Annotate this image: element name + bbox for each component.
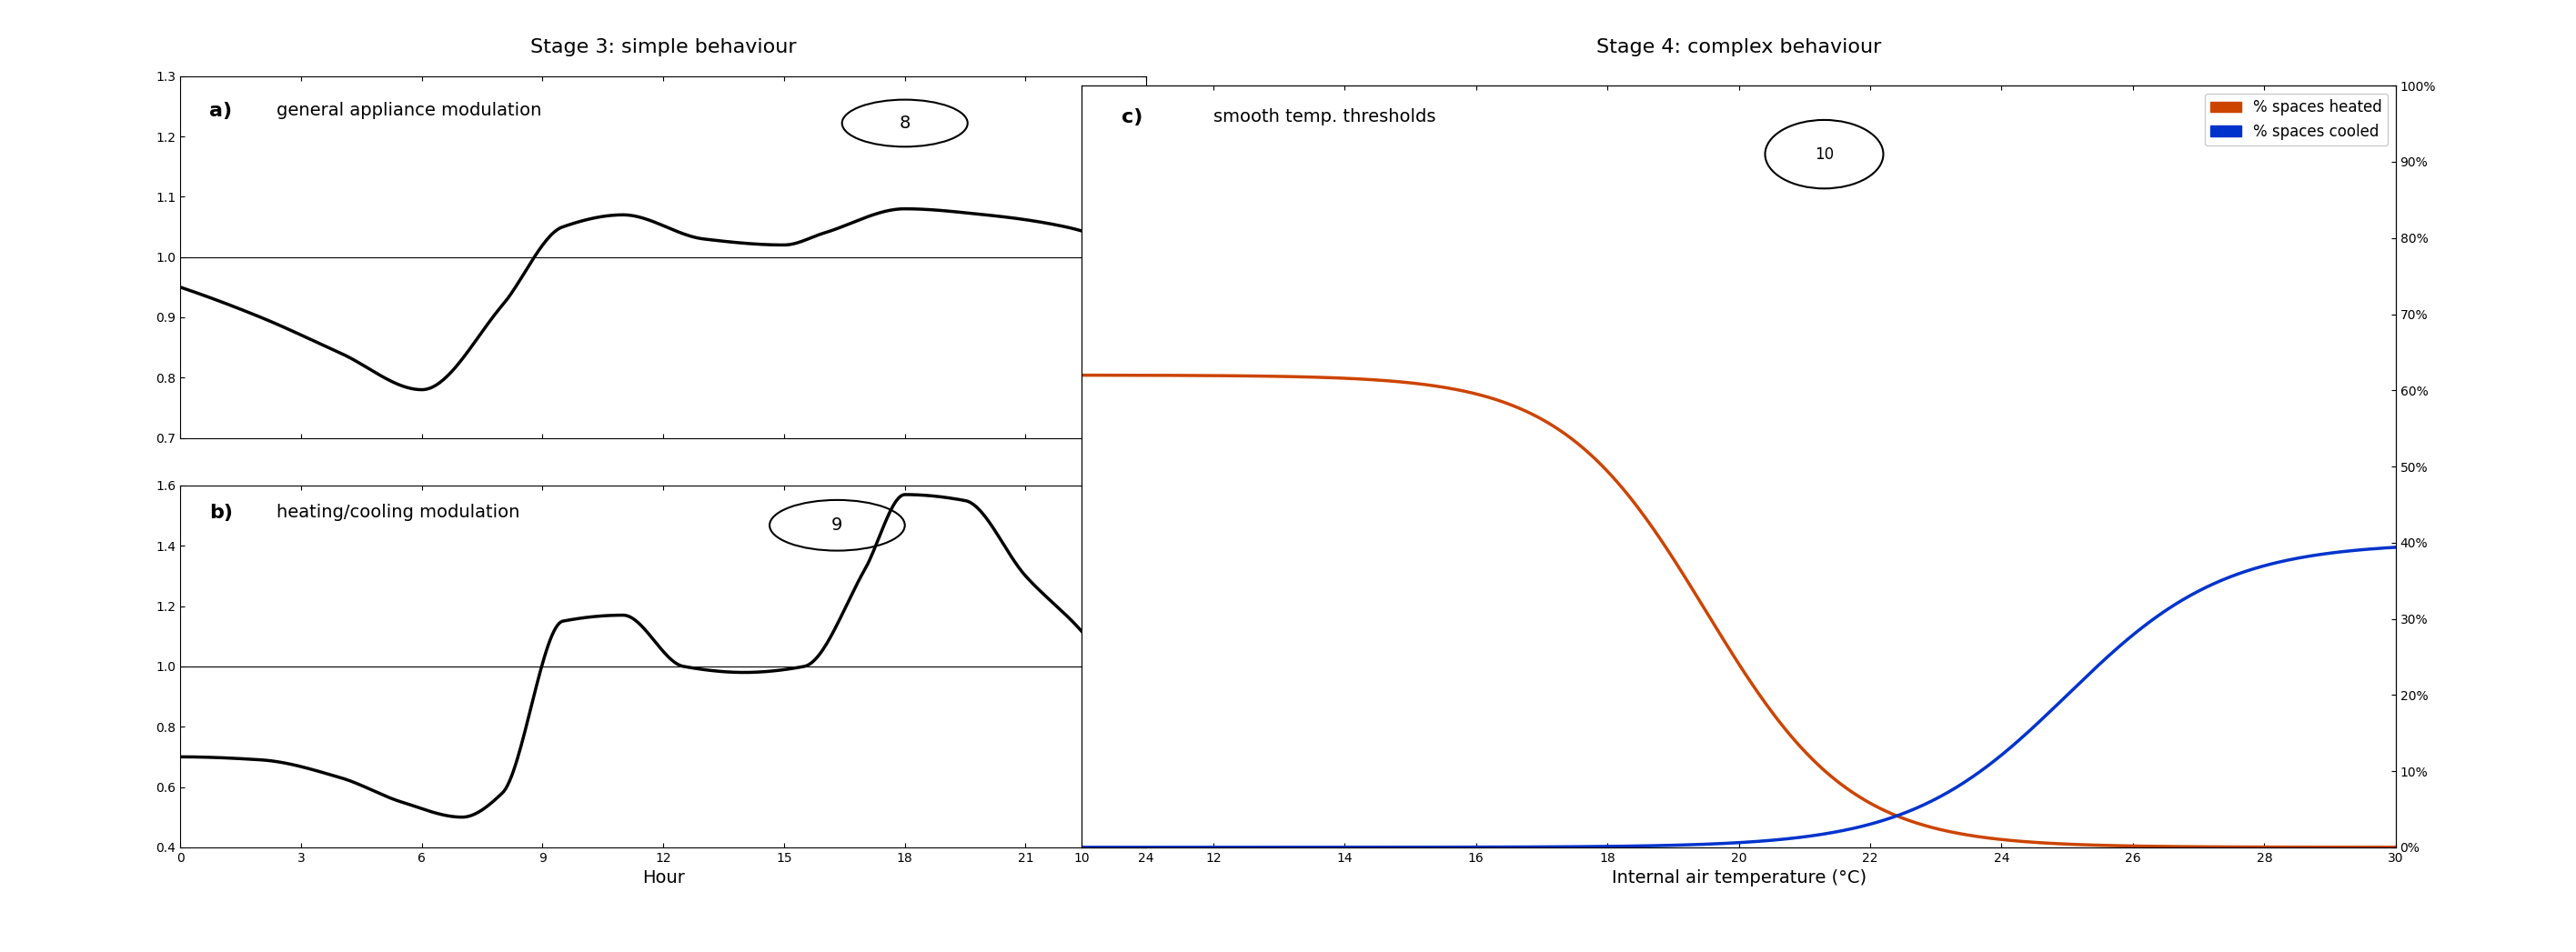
Text: c): c) (1121, 109, 1144, 127)
Text: Stage 4: complex behaviour: Stage 4: complex behaviour (1597, 38, 1880, 56)
Text: 8: 8 (899, 114, 909, 131)
Text: smooth temp. thresholds: smooth temp. thresholds (1213, 109, 1435, 126)
Legend: % spaces heated, % spaces cooled: % spaces heated, % spaces cooled (2205, 93, 2388, 146)
Text: general appliance modulation: general appliance modulation (278, 102, 541, 119)
Text: b): b) (209, 504, 232, 522)
Text: a): a) (209, 102, 232, 120)
Text: Stage 3: simple behaviour: Stage 3: simple behaviour (531, 38, 796, 56)
Text: heating/cooling modulation: heating/cooling modulation (278, 504, 520, 521)
Text: 10: 10 (1814, 146, 1834, 163)
X-axis label: Hour: Hour (641, 869, 685, 886)
Text: 9: 9 (832, 517, 842, 534)
X-axis label: Internal air temperature (°C): Internal air temperature (°C) (1613, 869, 1865, 886)
